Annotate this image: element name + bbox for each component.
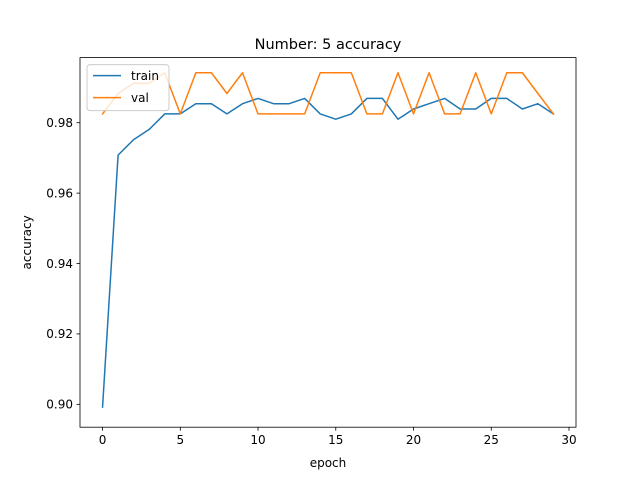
x-tick-label: 0 — [99, 433, 107, 447]
y-tick-label: 0.96 — [46, 186, 73, 200]
series-line-val — [101, 71, 555, 115]
plot-lines — [101, 71, 555, 408]
y-axis: 0.90 0.92 0.94 0.96 0.98 — [46, 116, 80, 412]
chart-title: Number: 5 accuracy — [255, 37, 402, 53]
series-line-train — [101, 97, 555, 408]
x-axis-label: epoch — [310, 456, 347, 470]
x-axis: 0 5 10 15 20 25 30 — [99, 427, 577, 447]
x-tick-label: 25 — [484, 433, 499, 447]
y-tick-label: 0.98 — [46, 116, 73, 130]
x-tick-label: 30 — [561, 433, 576, 447]
x-tick-label: 15 — [328, 433, 343, 447]
y-tick-label: 0.92 — [46, 327, 73, 341]
axes-frame — [79, 57, 577, 428]
legend-label-train: train — [131, 69, 159, 83]
x-tick-label: 5 — [176, 433, 184, 447]
y-tick-label: 0.90 — [46, 398, 73, 412]
y-tick-label: 0.94 — [46, 257, 73, 271]
x-tick-label: 20 — [406, 433, 421, 447]
y-axis-label: accuracy — [20, 215, 34, 269]
legend: train val — [86, 64, 170, 112]
x-tick-label: 10 — [250, 433, 265, 447]
legend-label-val: val — [131, 91, 149, 105]
